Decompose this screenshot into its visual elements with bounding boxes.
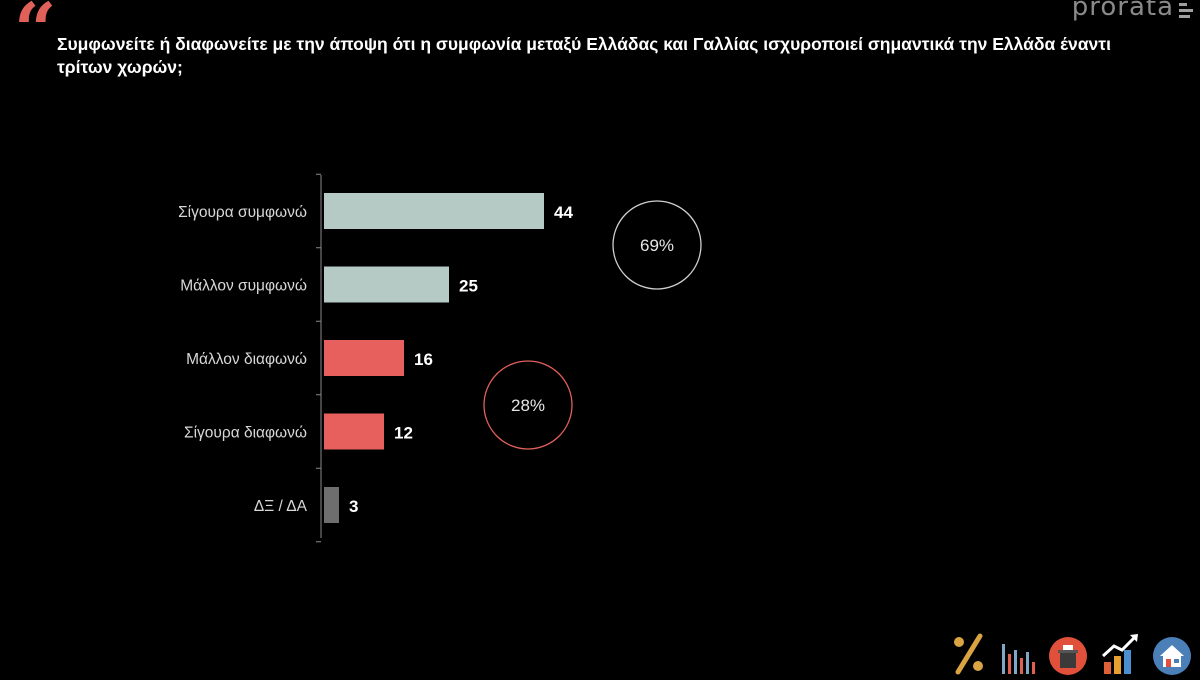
category-label: ΔΞ / ΔΑ xyxy=(254,498,308,515)
bar-chart-icon xyxy=(1002,644,1035,674)
quote-mark-icon: “ xyxy=(14,0,57,74)
value-label: 25 xyxy=(459,277,478,296)
value-label: 16 xyxy=(414,350,433,369)
category-label: Μάλλον συμφωνώ xyxy=(180,278,307,295)
value-label: 44 xyxy=(554,203,573,222)
bar xyxy=(324,340,404,376)
percent-icon xyxy=(954,633,983,675)
house-icon xyxy=(1153,637,1191,675)
brand-name: prorata xyxy=(1071,0,1174,22)
category-label: Μάλλον διαφωνώ xyxy=(186,351,307,368)
value-label: 12 xyxy=(394,424,413,443)
ballot-box-icon xyxy=(1049,637,1087,675)
footer-icons xyxy=(950,632,1192,676)
bar xyxy=(324,487,339,523)
agree-total-label: 69% xyxy=(640,236,674,255)
survey-question: Συμφωνείτε ή διαφωνείτε με την άποψη ότι… xyxy=(57,34,1111,77)
disagree-total-label: 28% xyxy=(511,396,545,415)
category-label: Σίγουρα διαφωνώ xyxy=(184,425,307,442)
brand-logo: prorata xyxy=(1072,0,1194,22)
bar xyxy=(324,413,384,450)
trend-up-icon xyxy=(1101,634,1138,674)
bar xyxy=(324,193,544,229)
value-label: 3 xyxy=(349,497,358,516)
disagree-total-circle xyxy=(483,360,573,450)
brand-bars-icon xyxy=(1179,3,1193,18)
bar xyxy=(324,266,449,303)
category-label: Σίγουρα συμφωνώ xyxy=(178,204,307,221)
agree-total-circle xyxy=(612,200,702,290)
